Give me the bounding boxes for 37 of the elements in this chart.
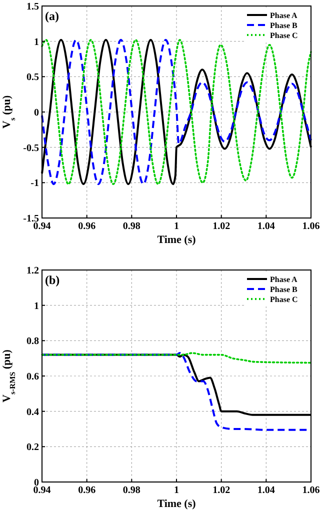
y-tick-label: 0.5 <box>26 72 39 84</box>
y-tick-label: 0.8 <box>26 336 39 348</box>
legend-label: Phase C <box>270 31 298 40</box>
x-axis-title: Time (s) <box>157 498 196 510</box>
x-tick-label: 1.02 <box>212 221 230 232</box>
y-tick-label: 1 <box>34 300 39 312</box>
y-tick-label: 1.5 <box>26 2 39 12</box>
y-tick-label: 1 <box>34 36 39 48</box>
legend-label: Phase C <box>270 295 298 304</box>
x-tick-label: 1.06 <box>302 485 320 496</box>
annotation: (a) <box>45 9 59 23</box>
annotation: (b) <box>45 273 60 287</box>
x-tick-label: 1.04 <box>257 485 275 496</box>
x-tick-label: 0.96 <box>78 221 96 232</box>
legend-label: Phase B <box>270 285 298 294</box>
x-tick-label: 1.04 <box>257 221 275 232</box>
x-axis-title: Time (s) <box>157 234 196 246</box>
line-series <box>41 352 312 364</box>
y-tick-label: 0.4 <box>26 406 39 418</box>
x-tick-label: 0.98 <box>122 485 140 496</box>
legend-label: Phase A <box>270 275 298 284</box>
x-tick-label: 0.94 <box>33 221 51 232</box>
x-tick-label: 1.02 <box>212 485 230 496</box>
x-tick-label: 0.94 <box>33 485 51 496</box>
x-tick-label: 1 <box>174 221 179 232</box>
x-tick-label: 1.06 <box>302 221 320 232</box>
y-tick-label: -1 <box>30 178 39 190</box>
legend-label: Phase B <box>270 21 298 30</box>
x-tick-label: 1 <box>174 485 179 496</box>
y-tick-label: 0.2 <box>26 442 39 454</box>
legend-label: Phase A <box>270 11 298 20</box>
y-tick-label: 0 <box>34 108 39 118</box>
y-tick-label: 1.2 <box>26 266 39 276</box>
y-tick-label: 0.6 <box>26 372 39 382</box>
x-tick-label: 0.96 <box>78 485 96 496</box>
x-tick-label: 0.98 <box>122 221 140 232</box>
y-tick-label: -0.5 <box>23 142 39 154</box>
